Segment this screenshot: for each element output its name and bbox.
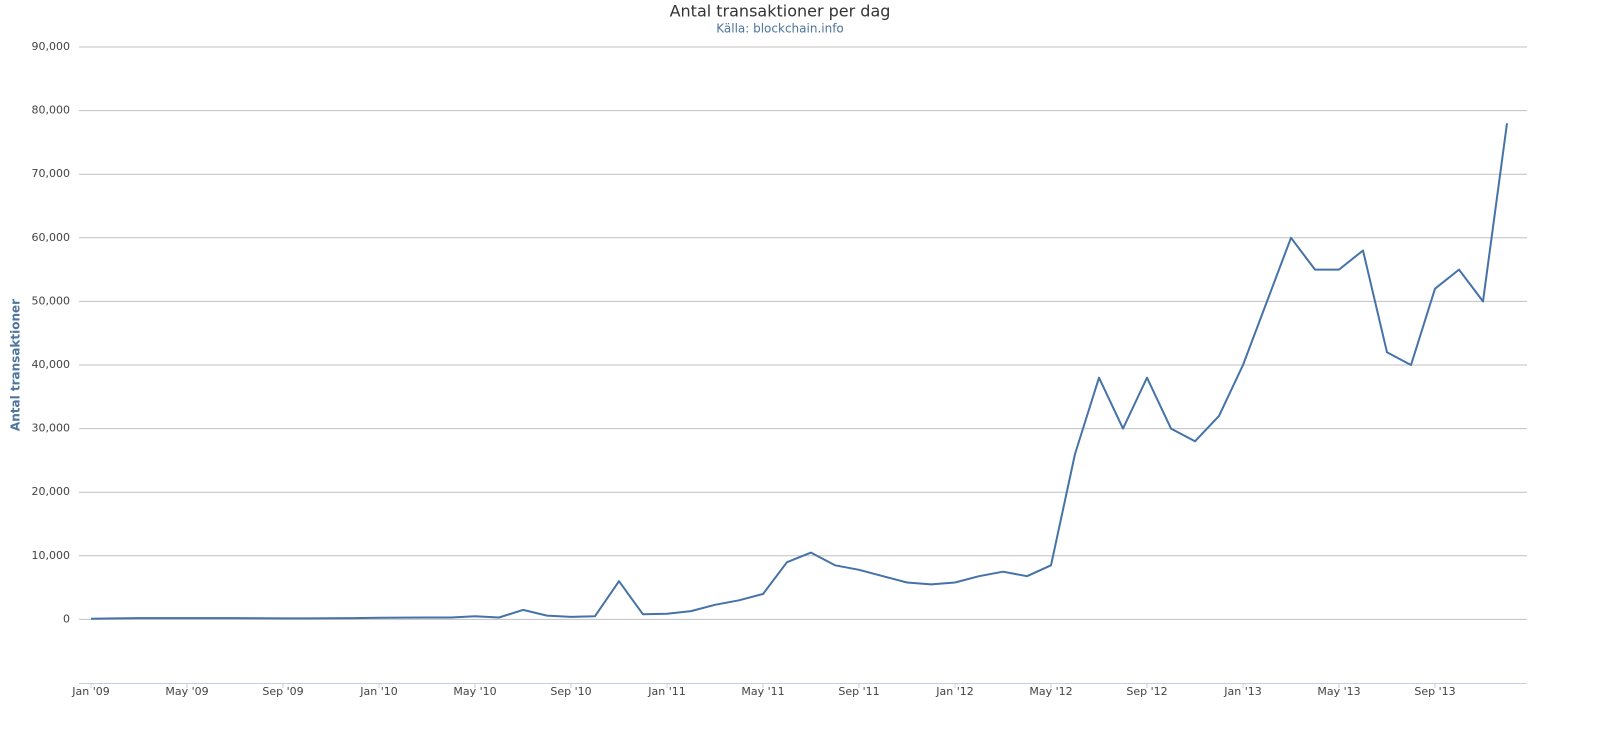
y-tick-label: 20,000 (32, 485, 71, 498)
x-tick-label: Jan '12 (935, 685, 973, 698)
x-tick-label: May '10 (453, 685, 496, 698)
x-tick-label: Sep '10 (550, 685, 591, 698)
x-tick-label: Sep '09 (262, 685, 303, 698)
y-tick-label: 40,000 (32, 358, 71, 371)
x-tick-label: Sep '12 (1126, 685, 1167, 698)
x-tick-label: Jan '09 (71, 685, 109, 698)
x-tick-label: May '12 (1029, 685, 1072, 698)
y-tick-label: 80,000 (32, 104, 71, 117)
x-tick-label: May '09 (165, 685, 208, 698)
x-tick-label: Sep '13 (1414, 685, 1455, 698)
x-tick-label: Jan '10 (359, 685, 397, 698)
y-tick-label: 0 (63, 612, 70, 625)
y-tick-label: 60,000 (32, 231, 71, 244)
x-tick-label: Jan '13 (1223, 685, 1261, 698)
y-tick-label: 90,000 (32, 40, 71, 53)
chart-subtitle: Källa: blockchain.info (716, 22, 844, 36)
y-tick-label: 30,000 (32, 422, 71, 435)
y-tick-label: 70,000 (32, 167, 71, 180)
y-tick-label: 10,000 (32, 549, 71, 562)
x-tick-label: May '13 (1317, 685, 1360, 698)
chart-title: Antal transaktioner per dag (670, 2, 891, 21)
x-tick-label: Sep '11 (838, 685, 879, 698)
y-axis-label: Antal transaktioner (9, 299, 23, 431)
y-tick-label: 50,000 (32, 294, 71, 307)
x-tick-label: Jan '11 (647, 685, 685, 698)
x-tick-label: May '11 (741, 685, 784, 698)
data-line (90, 123, 1508, 620)
